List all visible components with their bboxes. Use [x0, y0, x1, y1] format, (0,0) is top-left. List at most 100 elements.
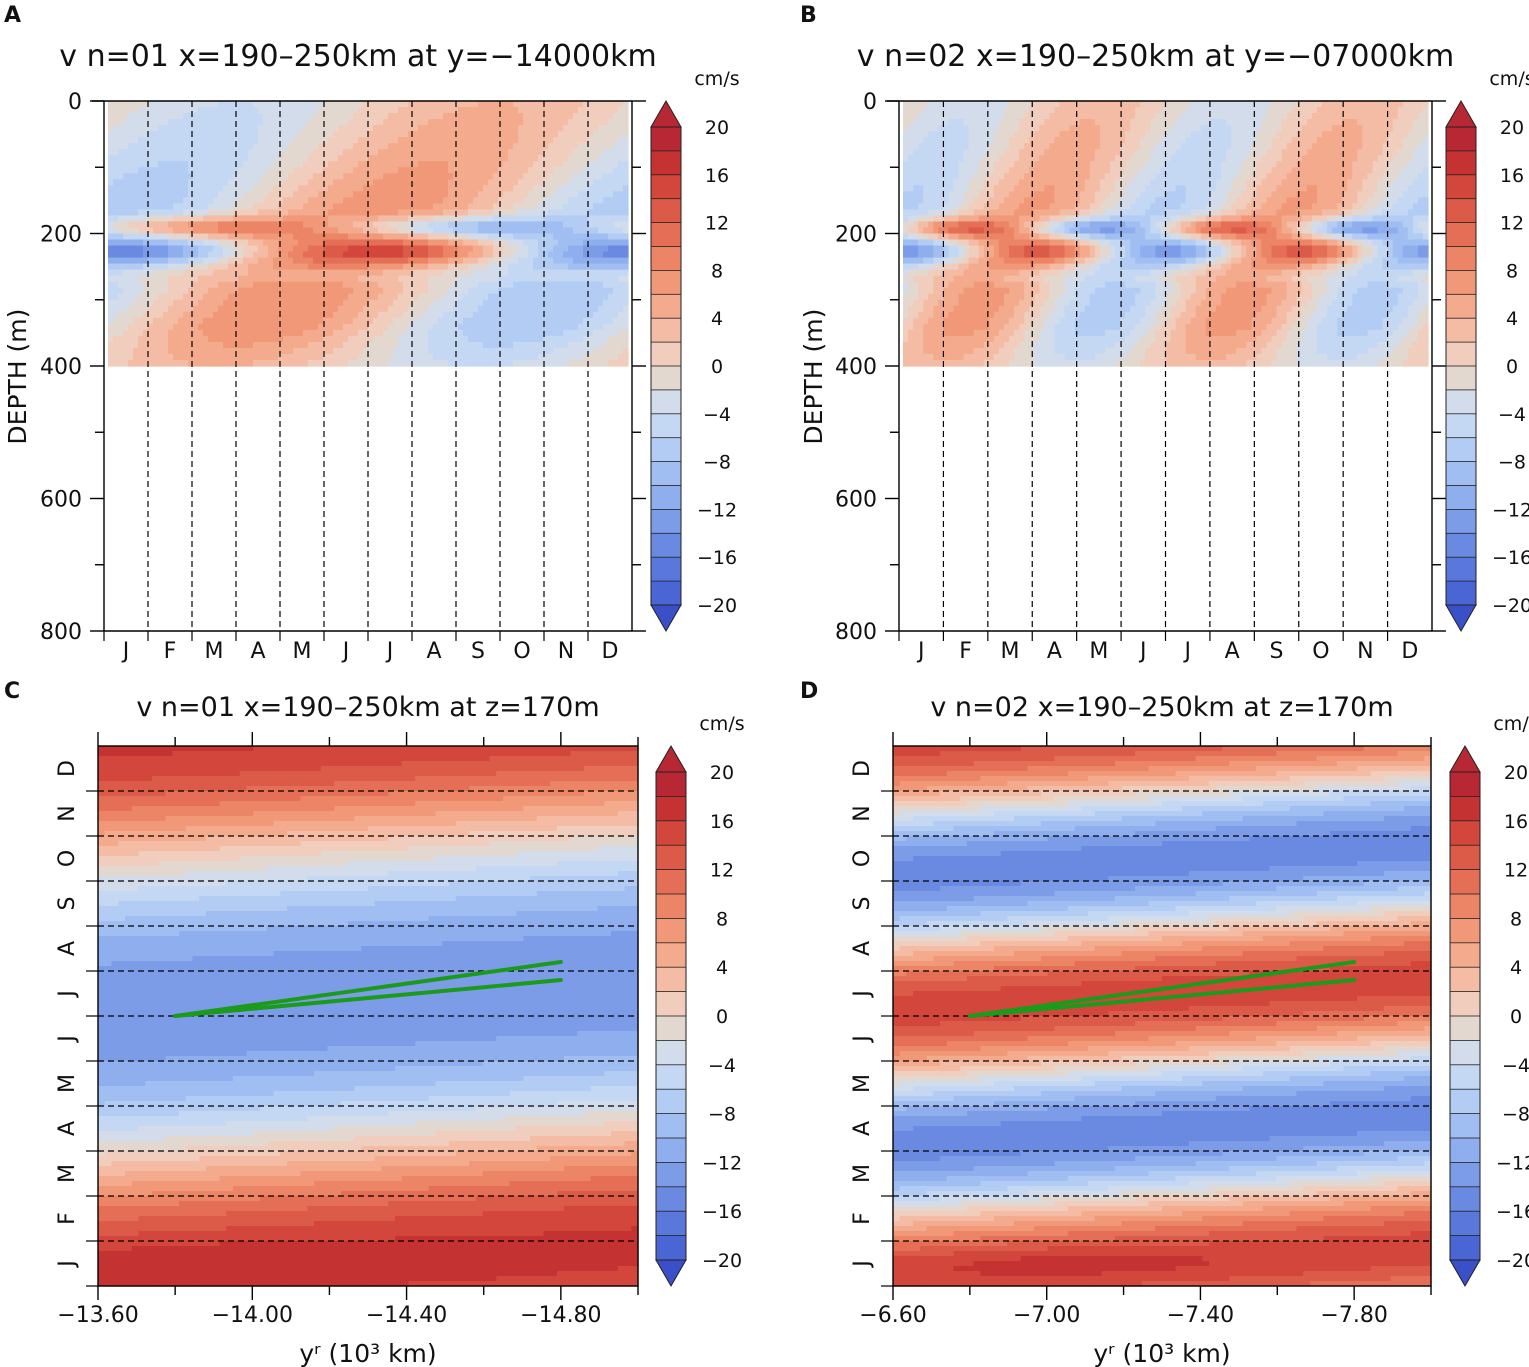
- heatmap-cell: [178, 107, 184, 114]
- heatmap-cell: [208, 173, 214, 180]
- heatmap-cell: [463, 179, 469, 186]
- heatmap-cell: [558, 119, 564, 126]
- heatmap-cell: [198, 191, 204, 198]
- heatmap-cell: [148, 131, 154, 138]
- heatmap-cell: [563, 173, 569, 180]
- heatmap-cell: [548, 185, 554, 192]
- heatmap-cell: [153, 125, 159, 132]
- heatmap-cell: [158, 185, 164, 192]
- heatmap-cell: [353, 113, 359, 120]
- heatmap-cell: [173, 149, 179, 156]
- heatmap-cell: [338, 131, 344, 138]
- heatmap-cell: [268, 155, 274, 162]
- heatmap-cell: [448, 179, 454, 186]
- heatmap-cell: [318, 161, 324, 168]
- heatmap-cell: [313, 113, 319, 120]
- heatmap-cell: [613, 155, 619, 162]
- heatmap-cell: [113, 143, 119, 150]
- heatmap-cell: [153, 107, 159, 114]
- heatmap-cell: [418, 113, 424, 120]
- heatmap-cell: [118, 101, 124, 108]
- heatmap-cell: [523, 143, 529, 150]
- heatmap-cell: [433, 179, 439, 186]
- heatmap-cell: [348, 131, 354, 138]
- heatmap-cell: [623, 137, 629, 144]
- heatmap-cell: [163, 173, 169, 180]
- heatmap-cell: [133, 125, 139, 132]
- heatmap-cell: [563, 179, 569, 186]
- heatmap-cell: [168, 167, 174, 174]
- heatmap-cell: [458, 179, 464, 186]
- heatmap-cell: [148, 173, 154, 180]
- heatmap-cell: [423, 143, 429, 150]
- heatmap-cell: [473, 173, 479, 180]
- heatmap-cell: [113, 149, 119, 156]
- heatmap-cell: [118, 131, 124, 138]
- heatmap-cell: [568, 119, 574, 126]
- heatmap-cell: [138, 191, 144, 198]
- chart-title: v n=01 x=190–250km at y=−14000km: [59, 39, 656, 74]
- heatmap-cell: [338, 101, 344, 108]
- heatmap-cell: [618, 173, 624, 180]
- heatmap-cell: [293, 125, 299, 132]
- figure: Av n=01 x=190–250km at y=−14000km0200400…: [0, 0, 1529, 1367]
- heatmap-cell: [128, 137, 134, 144]
- heatmap-cell: [188, 167, 194, 174]
- heatmap-cell: [108, 143, 114, 150]
- heatmap-cell: [128, 125, 134, 132]
- heatmap-cell: [408, 119, 414, 126]
- heatmap-cell: [153, 167, 159, 174]
- heatmap-cell: [603, 119, 609, 126]
- heatmap-cell: [258, 119, 264, 126]
- heatmap-cell: [523, 131, 529, 138]
- heatmap-cell: [423, 131, 429, 138]
- heatmap-cell: [258, 107, 264, 114]
- heatmap-cell: [188, 119, 194, 126]
- heatmap-cell: [188, 137, 194, 144]
- heatmap-cell: [428, 107, 434, 114]
- heatmap-cell: [218, 167, 224, 174]
- heatmap-cell: [528, 167, 534, 174]
- heatmap-cell: [248, 179, 254, 186]
- heatmap-cell: [158, 119, 164, 126]
- heatmap-cell: [203, 107, 209, 114]
- heatmap-cell: [558, 131, 564, 138]
- heatmap-cell: [448, 161, 454, 168]
- heatmap-cell: [538, 161, 544, 168]
- heatmap-cell: [498, 125, 504, 132]
- heatmap-cell: [373, 107, 379, 114]
- heatmap-cell: [548, 161, 554, 168]
- heatmap-cell: [498, 179, 504, 186]
- heatmap-cell: [523, 161, 529, 168]
- heatmap-cell: [218, 191, 224, 198]
- heatmap-cell: [578, 113, 584, 120]
- heatmap-cell: [148, 125, 154, 132]
- heatmap-cell: [248, 185, 254, 192]
- heatmap-cell: [463, 137, 469, 144]
- heatmap-cell: [608, 185, 614, 192]
- heatmap-cell: [488, 191, 494, 198]
- heatmap-cell: [243, 149, 249, 156]
- heatmap-cell: [413, 173, 419, 180]
- heatmap-cell: [283, 101, 289, 108]
- heatmap-cell: [148, 119, 154, 126]
- heatmap-cell: [423, 101, 429, 108]
- heatmap-cell: [328, 119, 334, 126]
- heatmap-cell: [463, 167, 469, 174]
- heatmap-cell: [623, 101, 629, 108]
- heatmap-cell: [428, 131, 434, 138]
- heatmap-cell: [533, 155, 539, 162]
- heatmap-cell: [303, 107, 309, 114]
- heatmap-cell: [423, 137, 429, 144]
- heatmap-cell: [293, 191, 299, 198]
- heatmap-cell: [553, 119, 559, 126]
- heatmap-cell: [308, 119, 314, 126]
- heatmap-cell: [618, 155, 624, 162]
- heatmap-cell: [343, 101, 349, 108]
- heatmap-cell: [618, 119, 624, 126]
- heatmap-cell: [373, 161, 379, 168]
- heatmap-cell: [533, 173, 539, 180]
- heatmap-cell: [278, 107, 284, 114]
- heatmap-cell: [393, 173, 399, 180]
- heatmap-cell: [108, 179, 114, 186]
